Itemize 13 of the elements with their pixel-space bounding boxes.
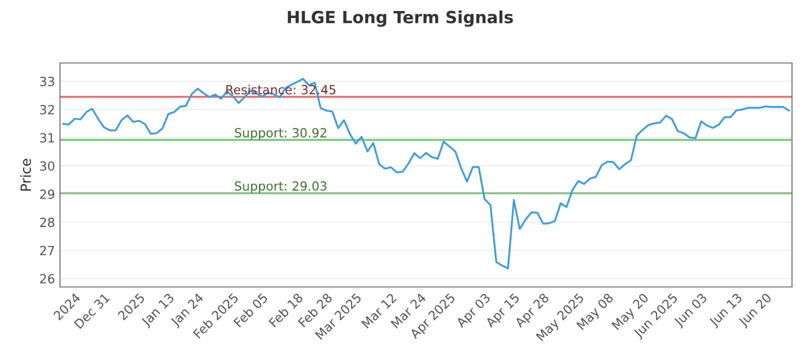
y-tick-label: 28 — [40, 218, 54, 228]
y-tick-label: 32 — [40, 104, 54, 114]
y-axis-title: Price — [20, 158, 31, 191]
y-tick-label: 31 — [40, 133, 54, 143]
ref-line-label: Support: 30.92 — [234, 128, 326, 140]
y-tick-label: 26 — [40, 274, 54, 284]
chart-title: HLGE Long Term Signals — [288, 10, 513, 27]
y-tick-label: 33 — [40, 76, 54, 86]
line-series — [62, 78, 790, 270]
y-tick-label: 30 — [40, 161, 54, 171]
y-tick-label: 29 — [40, 189, 54, 199]
y-tick-label: 27 — [40, 246, 54, 256]
ref-line-label: Support: 29.03 — [234, 181, 326, 194]
